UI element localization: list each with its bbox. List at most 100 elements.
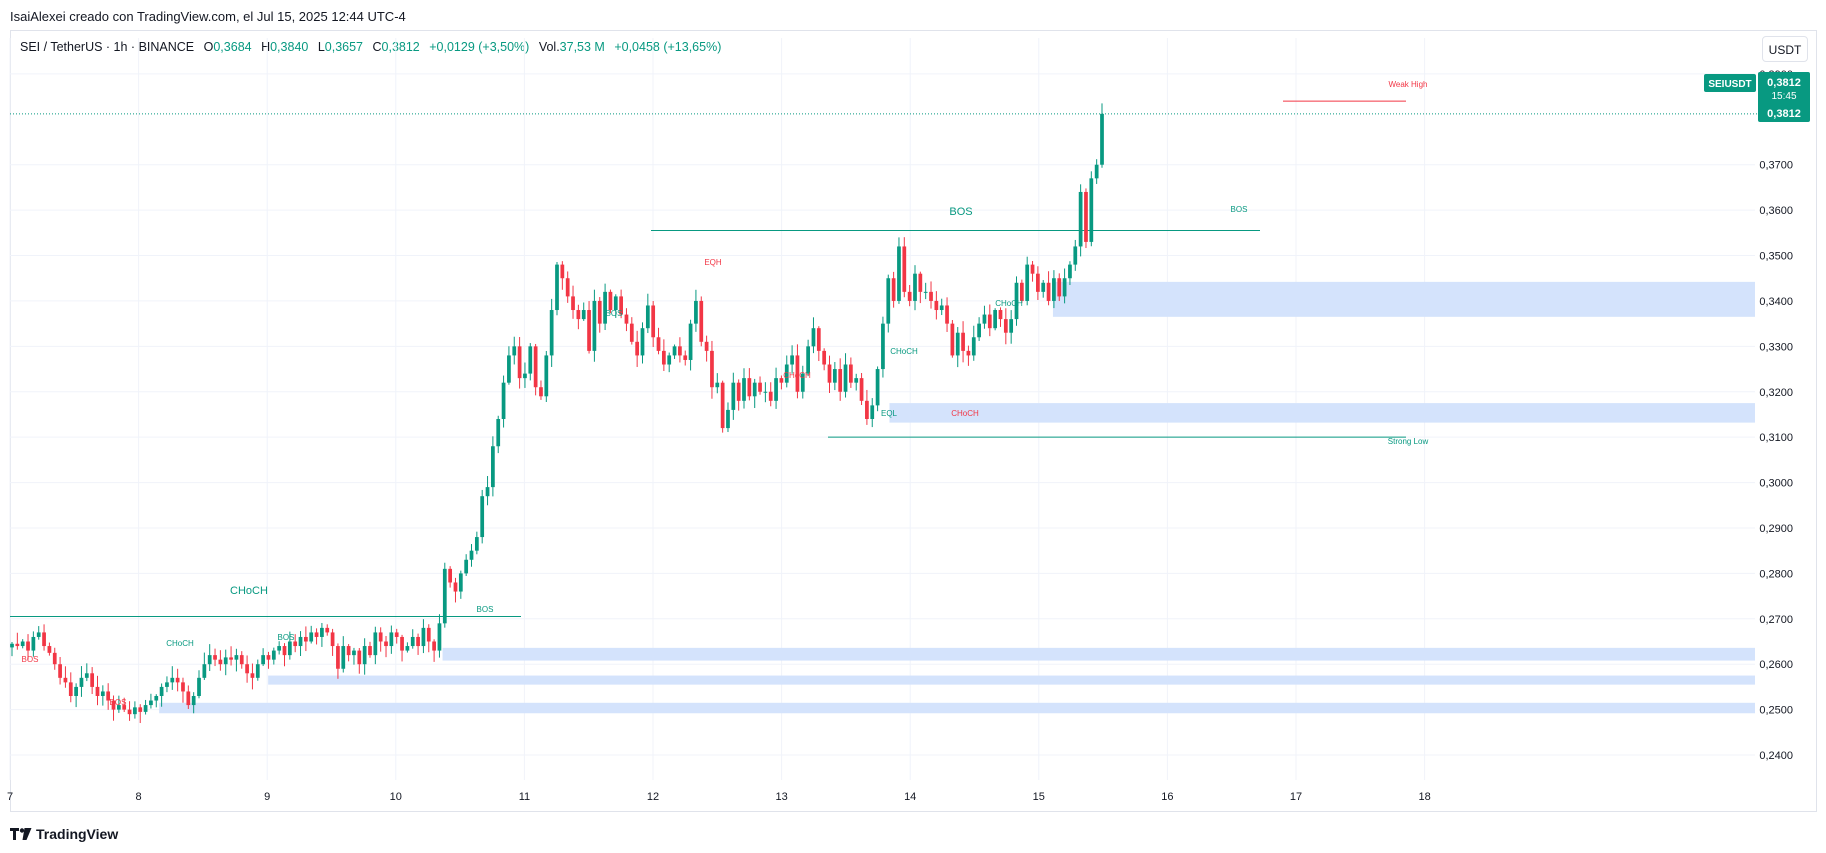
candle[interactable] <box>474 531 479 555</box>
candle[interactable] <box>763 382 768 403</box>
candle[interactable] <box>918 271 923 304</box>
candle[interactable] <box>325 624 330 636</box>
candle[interactable] <box>95 675 100 706</box>
candle[interactable] <box>341 636 346 673</box>
candle[interactable] <box>987 304 992 337</box>
candle[interactable] <box>790 345 794 374</box>
candle[interactable] <box>784 355 789 388</box>
candle[interactable] <box>448 566 453 588</box>
candle[interactable] <box>581 302 586 321</box>
candle[interactable] <box>442 562 447 628</box>
candle[interactable] <box>287 631 292 660</box>
candle[interactable] <box>266 651 271 669</box>
candles[interactable] <box>10 103 1104 724</box>
candle[interactable] <box>555 262 559 316</box>
candle[interactable] <box>346 644 351 662</box>
candle[interactable] <box>902 237 907 298</box>
candle[interactable] <box>181 677 185 703</box>
candle[interactable] <box>416 633 420 655</box>
candle[interactable] <box>752 378 757 409</box>
candle[interactable] <box>207 644 212 672</box>
candle[interactable] <box>822 348 827 371</box>
candle[interactable] <box>1041 280 1046 298</box>
candle[interactable] <box>127 701 132 721</box>
candle[interactable] <box>795 344 800 399</box>
candle[interactable] <box>1009 310 1014 344</box>
candle[interactable] <box>1003 308 1008 345</box>
candle[interactable] <box>923 282 928 300</box>
candle[interactable] <box>191 692 196 714</box>
candle[interactable] <box>843 353 848 398</box>
candle[interactable] <box>357 647 362 674</box>
candle[interactable] <box>881 316 885 378</box>
candle[interactable] <box>907 285 912 307</box>
candle[interactable] <box>710 340 714 399</box>
candle[interactable] <box>480 489 485 544</box>
candle[interactable] <box>838 358 843 401</box>
candle[interactable] <box>122 697 127 712</box>
candle[interactable] <box>154 694 159 708</box>
candle[interactable] <box>52 647 57 670</box>
candle[interactable] <box>1100 103 1104 168</box>
candle[interactable] <box>149 693 153 709</box>
candle[interactable] <box>539 380 543 400</box>
candle[interactable] <box>613 294 618 318</box>
candle[interactable] <box>111 695 116 721</box>
candle[interactable] <box>1089 171 1094 247</box>
candle[interactable] <box>255 659 260 681</box>
candle[interactable] <box>277 641 282 655</box>
candle[interactable] <box>362 638 367 675</box>
candle[interactable] <box>688 319 693 371</box>
candle[interactable] <box>464 554 469 576</box>
candle[interactable] <box>79 666 84 697</box>
candle[interactable] <box>1057 273 1062 302</box>
candle[interactable] <box>282 643 287 667</box>
candle[interactable] <box>15 632 20 650</box>
candle[interactable] <box>165 676 169 693</box>
candle[interactable] <box>143 699 148 715</box>
candle[interactable] <box>1046 271 1051 306</box>
candle[interactable] <box>827 355 832 393</box>
candle[interactable] <box>389 625 394 654</box>
candle[interactable] <box>592 289 597 362</box>
candle[interactable] <box>106 683 111 710</box>
candle[interactable] <box>170 666 175 690</box>
candle[interactable] <box>42 624 46 651</box>
candle[interactable] <box>891 271 896 308</box>
candle[interactable] <box>742 368 746 409</box>
candle[interactable] <box>90 667 95 695</box>
candle[interactable] <box>544 350 549 402</box>
candle[interactable] <box>1084 188 1088 249</box>
candle[interactable] <box>373 626 378 665</box>
candle[interactable] <box>245 655 249 683</box>
candle[interactable] <box>234 648 239 672</box>
candle[interactable] <box>223 649 228 676</box>
candle[interactable] <box>977 317 981 341</box>
candle[interactable] <box>352 647 356 665</box>
candle[interactable] <box>304 626 308 652</box>
candle[interactable] <box>961 321 965 363</box>
candle[interactable] <box>800 365 805 399</box>
candle[interactable] <box>1019 279 1024 303</box>
candle[interactable] <box>320 622 324 647</box>
candle[interactable] <box>629 317 634 345</box>
candle[interactable] <box>368 641 372 658</box>
candle[interactable] <box>966 345 971 366</box>
candle[interactable] <box>47 642 52 656</box>
candle[interactable] <box>229 646 233 666</box>
candle[interactable] <box>678 337 682 363</box>
candle[interactable] <box>736 379 741 411</box>
candle[interactable] <box>186 685 191 709</box>
candle[interactable] <box>715 373 720 394</box>
candle[interactable] <box>84 663 89 682</box>
candle[interactable] <box>133 701 137 719</box>
candle[interactable] <box>645 293 650 334</box>
candle[interactable] <box>549 298 554 367</box>
candle[interactable] <box>330 628 335 656</box>
candle[interactable] <box>993 308 998 331</box>
candle[interactable] <box>533 343 538 396</box>
candle[interactable] <box>849 357 853 388</box>
candle[interactable] <box>271 647 276 665</box>
candle[interactable] <box>261 648 265 667</box>
